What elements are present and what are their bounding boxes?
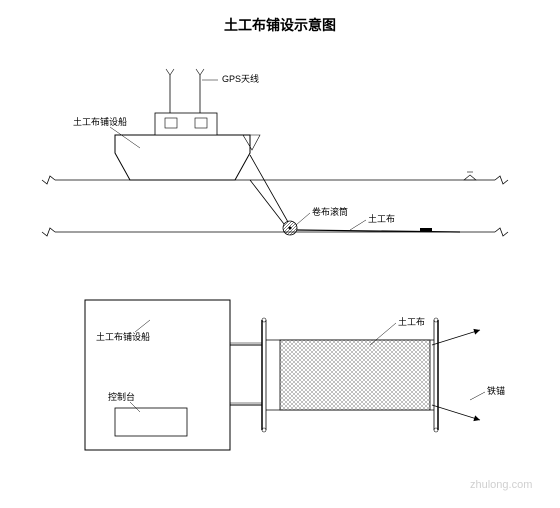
leader <box>350 220 366 230</box>
anchor-block <box>420 228 432 232</box>
roller-label: 卷布滚筒 <box>312 206 348 217</box>
anchor-label: 铁锚 <box>487 385 505 396</box>
line <box>166 69 170 75</box>
break-icon <box>42 176 55 184</box>
deploy-arm <box>250 180 284 224</box>
line <box>196 69 200 75</box>
console-label: 控制台 <box>108 391 135 402</box>
leader <box>296 213 310 225</box>
arrowhead-icon <box>473 329 480 335</box>
page-title: 土工布铺设示意图 <box>224 17 336 33</box>
cabin-box <box>195 118 207 128</box>
ship-hull <box>115 135 250 180</box>
ship-cabin <box>155 113 217 135</box>
anchor-line <box>432 330 480 345</box>
arrowhead-icon <box>473 415 480 421</box>
break-icon <box>495 176 508 184</box>
gps-label: GPS天线 <box>222 73 259 84</box>
cabin-box <box>165 118 177 128</box>
line <box>200 69 204 75</box>
fabric-label: 土工布 <box>368 213 395 224</box>
break-icon <box>495 228 508 236</box>
fabric-plan-label: 土工布 <box>398 316 425 327</box>
line <box>170 69 174 75</box>
watermark: zhulong.com <box>470 479 532 491</box>
deploy-arm <box>250 155 288 222</box>
ship-label: 土工布铺设船 <box>73 116 127 127</box>
anchor-line <box>432 405 480 420</box>
diagram-canvas: 土工布铺设示意图土工布铺设船GPS天线卷布滚筒土工布土工布铺设船控制台土工布铁锚… <box>0 0 560 508</box>
break-icon <box>42 228 55 236</box>
ship-plan-label: 土工布铺设船 <box>96 331 150 342</box>
water-level-icon <box>464 175 476 180</box>
roller-center <box>289 227 292 230</box>
console <box>115 408 187 436</box>
fabric-panel <box>280 340 430 410</box>
leader <box>470 392 485 400</box>
